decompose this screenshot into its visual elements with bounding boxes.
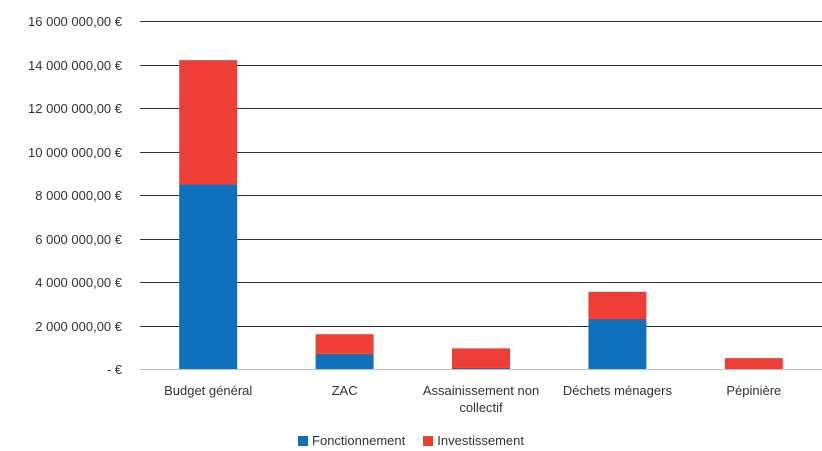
legend-label-investissement: Investissement [437,433,524,448]
x-tick-label: ZAC [332,383,358,398]
x-tick-label: collectif [459,400,503,415]
bar-fonctionnement [452,367,510,369]
bar-investissement [724,358,783,369]
y-tick-label: 2 000 000,00 € [35,319,123,334]
y-tick-label: 10 000 000,00 € [28,145,123,160]
legend-label-fonctionnement: Fonctionnement [312,433,406,448]
bar-investissement [315,334,374,354]
bar-investissement [179,60,238,185]
bar-investissement [588,291,647,319]
bar-fonctionnement [315,353,374,369]
bar-fonctionnement [179,184,238,369]
bar-investissement [452,348,510,368]
x-tick-label: Budget général [164,383,252,398]
y-tick-label: 8 000 000,00 € [35,188,123,203]
y-tick-label: 16 000 000,00 € [28,14,123,29]
y-tick-label: 12 000 000,00 € [28,101,123,116]
y-tick-label: 14 000 000,00 € [28,58,123,73]
legend-swatch-fonctionnement [298,435,309,446]
y-tick-label: 4 000 000,00 € [35,275,123,290]
chart-legend: Fonctionnement Investissement [0,433,822,448]
x-tick-label: Assainissement non [423,383,539,398]
y-tick-label: 6 000 000,00 € [35,232,123,247]
legend-item-investissement: Investissement [423,433,524,448]
legend-item-fonctionnement: Fonctionnement [298,433,405,448]
x-tick-label: Pépinière [726,383,781,398]
bar-fonctionnement [588,318,647,369]
legend-swatch-investissement [423,435,434,446]
x-tick-label: Déchets ménagers [563,383,673,398]
y-tick-label: - € [107,362,123,377]
